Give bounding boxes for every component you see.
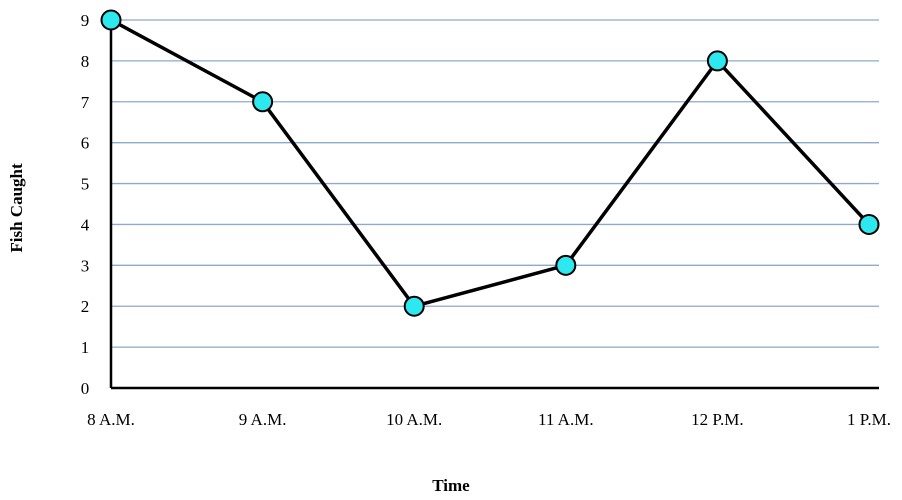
y-tick-label-3: 3 — [81, 256, 90, 275]
x-tick-label: 9 A.M. — [239, 410, 287, 429]
data-point — [555, 254, 577, 276]
data-point — [252, 91, 274, 113]
y-tick-label-4: 4 — [81, 215, 90, 234]
data-point — [403, 295, 425, 317]
x-tick-label: 10 A.M. — [386, 410, 442, 429]
y-tick-label-8: 8 — [81, 52, 90, 71]
axes — [109, 18, 879, 390]
x-tick-label: 8 A.M. — [87, 410, 135, 429]
x-tick-label: 11 A.M. — [538, 410, 594, 429]
y-tick-label-7: 7 — [81, 93, 90, 112]
data-points — [100, 9, 880, 317]
x-tick-labels: 8 A.M. 9 A.M. 10 A.M. 11 A.M. 12 P.M. 1 P.M. — [87, 410, 891, 429]
series-line — [110, 18, 871, 308]
y-tick-label-5: 5 — [81, 175, 90, 194]
data-point — [706, 50, 728, 72]
x-tick-label: 1 P.M. — [847, 410, 891, 429]
data-point — [100, 9, 122, 31]
y-tick-label-9: 9 — [81, 11, 90, 30]
x-tick-label: 12 P.M. — [691, 410, 743, 429]
data-point — [858, 213, 880, 235]
series-fish-caught — [110, 18, 871, 308]
y-tick-label-0: 0 — [81, 379, 90, 398]
y-tick-labels: 0 1 2 3 4 5 6 7 8 9 — [81, 11, 90, 398]
y-tick-label-6: 6 — [81, 134, 90, 153]
x-axis-title: Time — [432, 476, 470, 495]
y-axis-title: Fish Caught — [7, 163, 26, 253]
y-tick-label-1: 1 — [81, 338, 90, 357]
grid-lines — [111, 19, 879, 348]
y-tick-label-2: 2 — [81, 297, 90, 316]
